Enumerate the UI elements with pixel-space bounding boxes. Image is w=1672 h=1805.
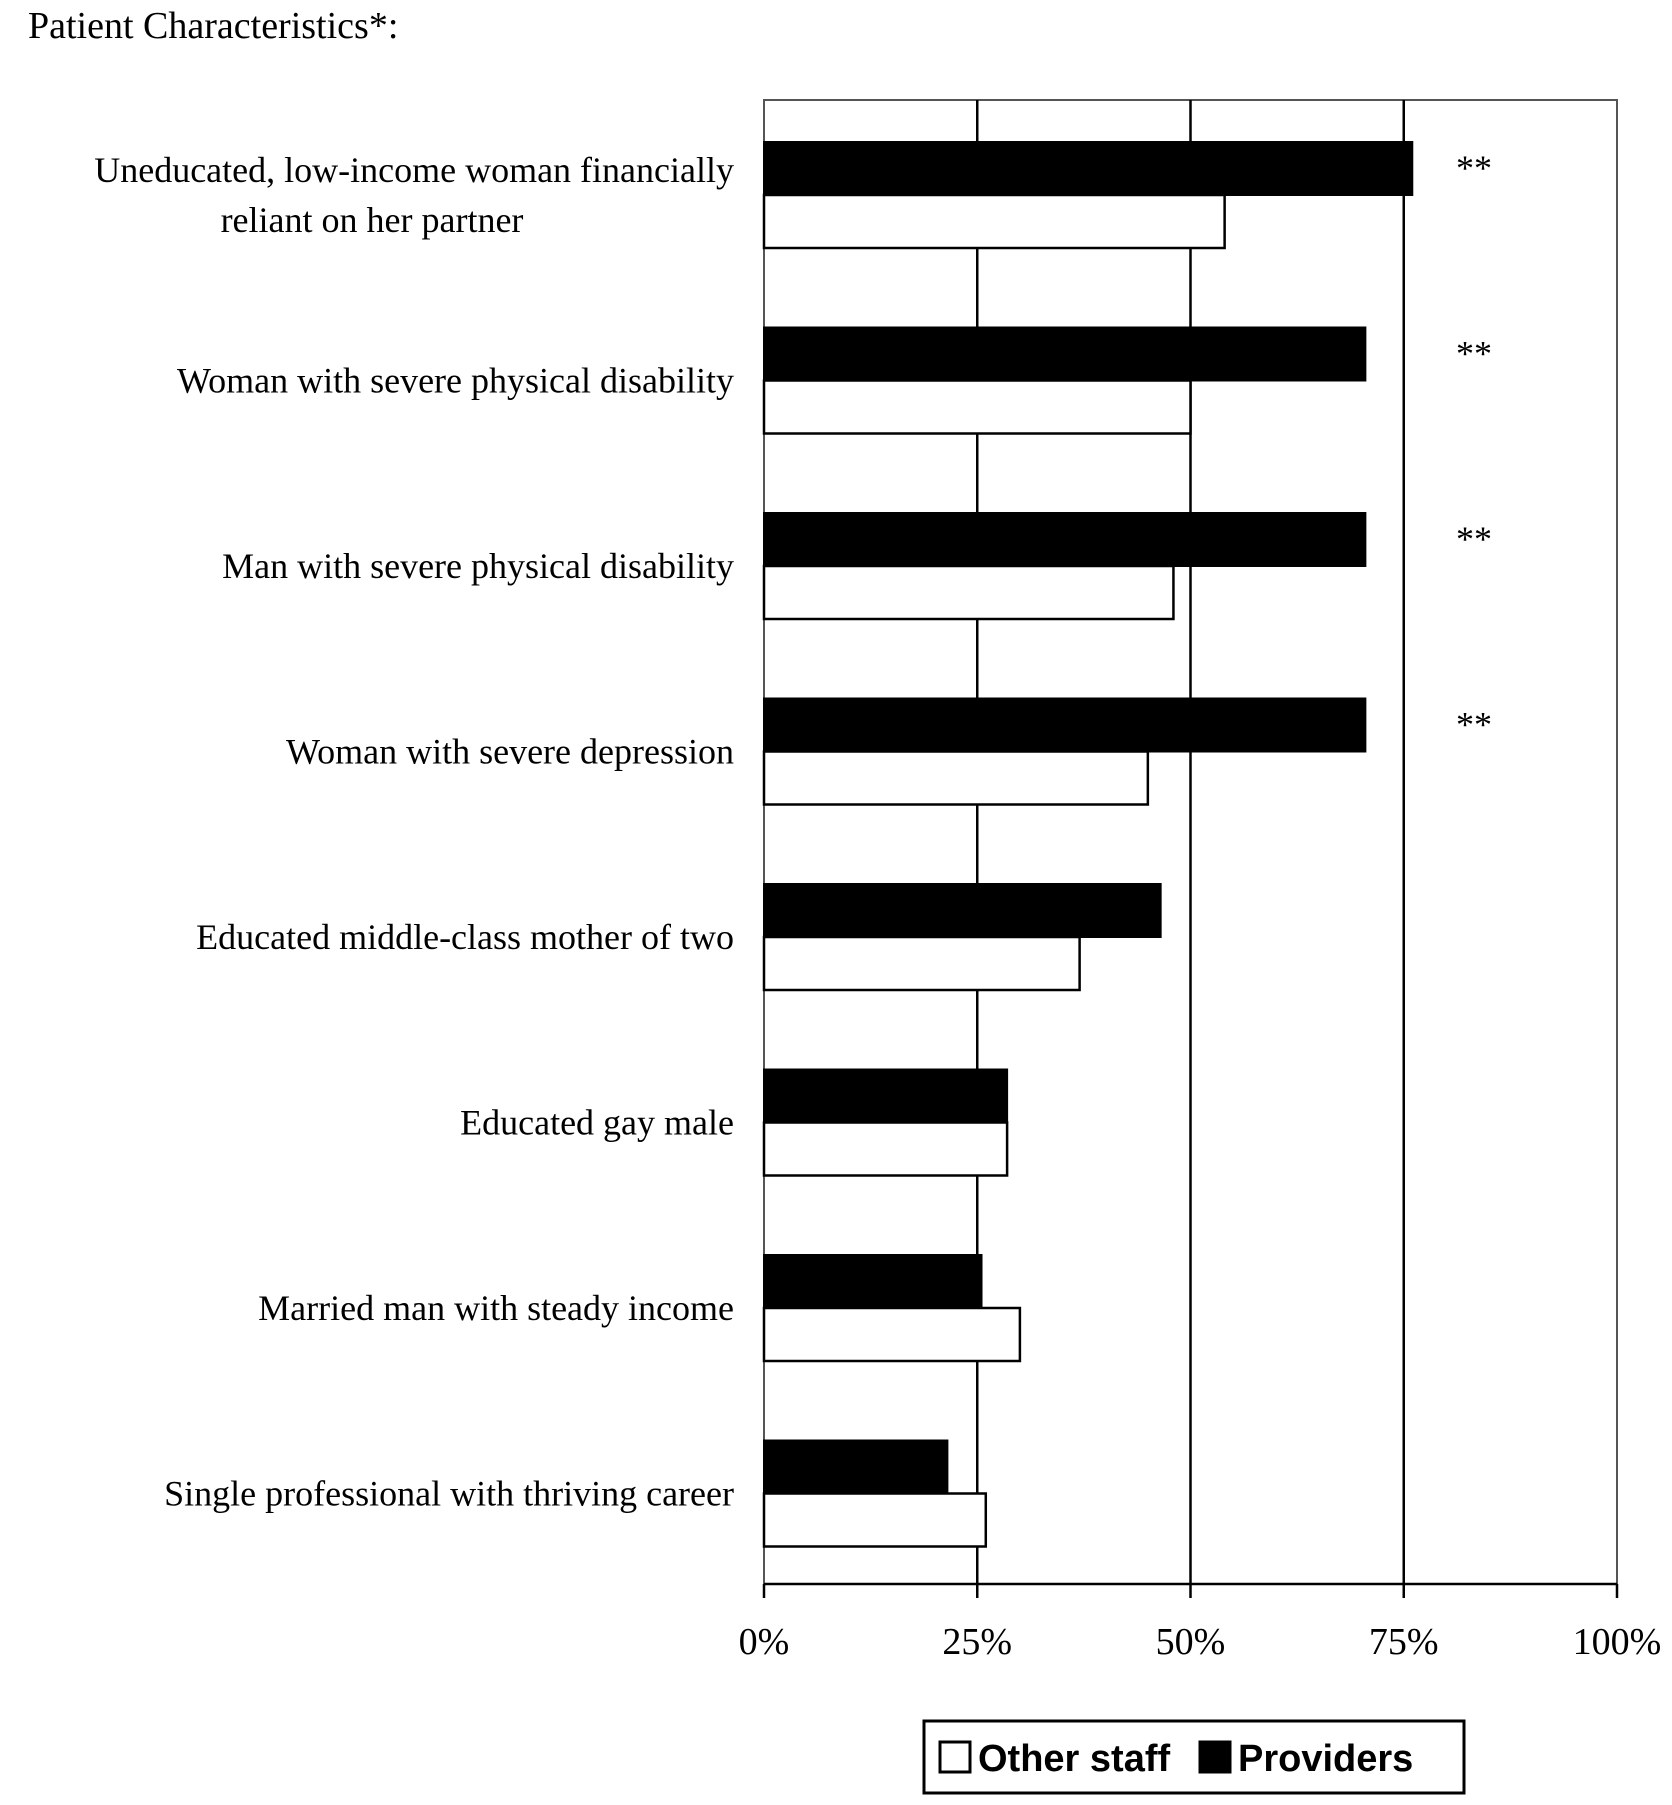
category-label: Married man with steady income [258, 1288, 734, 1328]
x-tick-label: 75% [1369, 1621, 1439, 1663]
legend-swatch [938, 1740, 972, 1774]
bar-other-staff [762, 750, 1150, 806]
legend-label: Providers [1238, 1738, 1413, 1780]
category-labels: Uneducated, low-income woman financially… [94, 150, 734, 1514]
bar-providers [763, 883, 1162, 938]
x-tick-label: 100% [1573, 1621, 1662, 1663]
bar-providers [763, 1068, 1009, 1124]
category-label: Educated gay male [460, 1103, 734, 1143]
significance-marker: ** [1456, 334, 1492, 374]
bar-providers [763, 1439, 949, 1495]
category-label: Woman with severe depression [286, 732, 734, 772]
bar-other-staff [762, 379, 1192, 435]
bar-providers [763, 512, 1367, 567]
bar-other-staff [762, 193, 1226, 250]
bar-layer [762, 141, 1414, 1548]
bar-providers [763, 697, 1367, 753]
significance-annotations: ** ** ** ** [1456, 148, 1492, 745]
legend-label: Other staff [978, 1738, 1170, 1780]
bar-other-staff [762, 935, 1081, 992]
bar-other-staff [762, 564, 1175, 621]
category-label: Man with severe physical disability [222, 546, 734, 586]
x-tick-label: 25% [942, 1621, 1012, 1663]
legend-box [922, 1719, 1466, 1795]
legend: Other staff Providers [922, 1719, 1466, 1795]
significance-marker: ** [1456, 519, 1492, 559]
category-label: Single professional with thriving career [164, 1474, 734, 1514]
category-label: Woman with severe physical disability [177, 361, 734, 401]
significance-marker: ** [1456, 705, 1492, 745]
bar-providers [763, 141, 1414, 196]
x-axis: 0% 25% 50% 75% 100% [739, 1582, 1662, 1663]
bar-other-staff [762, 1121, 1009, 1177]
bar-other-staff [762, 1306, 1022, 1363]
x-tick-label: 50% [1156, 1621, 1226, 1663]
legend-swatch [1198, 1740, 1232, 1774]
significance-marker: ** [1456, 148, 1492, 188]
x-tick-label: 0% [739, 1621, 790, 1663]
bar-other-staff [762, 1492, 988, 1548]
chart-title: Patient Characteristics*: [28, 5, 398, 47]
bar-providers [763, 1254, 983, 1309]
bar-providers [763, 326, 1367, 382]
category-label: Educated middle-class mother of two [196, 917, 734, 957]
category-label-continuation: reliant on her partner [221, 200, 524, 240]
category-label: Uneducated, low-income woman financially [94, 150, 734, 190]
